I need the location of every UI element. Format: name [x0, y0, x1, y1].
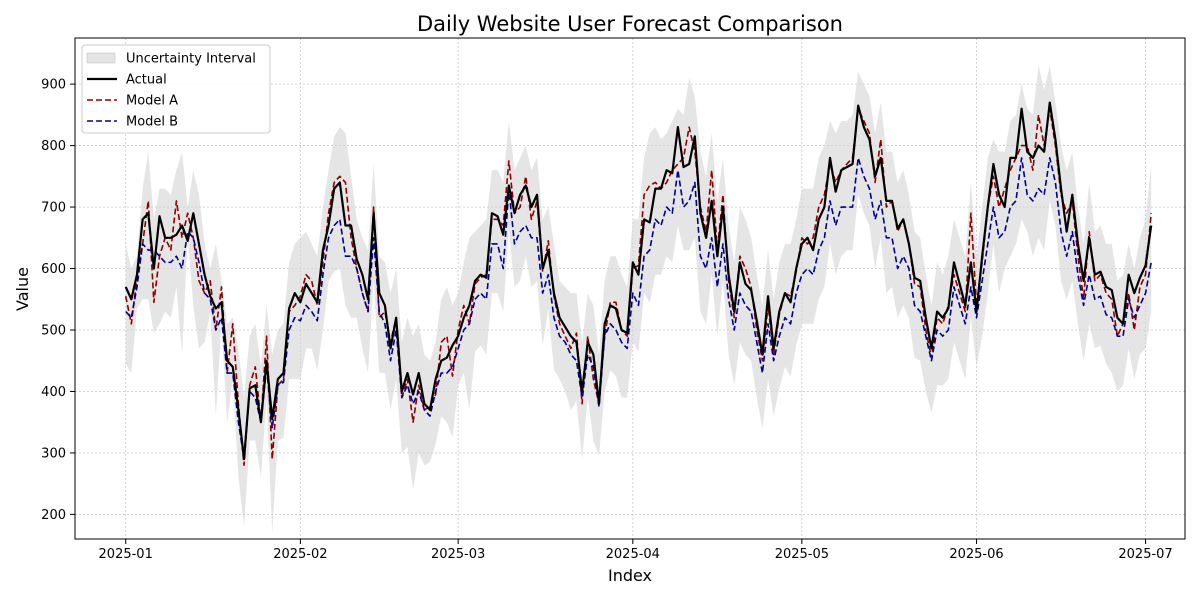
x-axis-label: Index	[608, 566, 652, 585]
x-tick-label: 2025-03	[431, 547, 485, 562]
model-b-line	[125, 157, 1152, 460]
chart-title: Daily Website User Forecast Comparison	[417, 12, 843, 36]
legend-label: Model A	[126, 94, 178, 109]
x-tick-label: 2025-04	[606, 547, 660, 562]
uncertainty-interval-band	[125, 65, 1152, 533]
plot-frame	[74, 37, 1186, 540]
y-axis-label: Value	[13, 267, 32, 311]
x-axis: 2025-01 2025-02 2025-03 2025-04 2025-05 2025-…	[99, 539, 1173, 562]
series-lines	[124, 101, 1153, 467]
legend-label: Model B	[126, 115, 178, 130]
legend-label: Actual	[126, 73, 167, 88]
x-tick-label: 2025-02	[273, 547, 327, 562]
x-tick-label: 2025-07	[1118, 547, 1172, 562]
legend-swatch	[86, 52, 116, 64]
legend: Uncertainty Interval Actual Model A Model B	[81, 44, 271, 134]
y-tick-label: 200	[41, 508, 66, 523]
legend-box	[81, 44, 271, 134]
x-tick-label: 2025-01	[99, 547, 153, 562]
y-tick-label: 900	[41, 78, 66, 93]
actual-line	[124, 101, 1153, 461]
x-tick-label: 2025-06	[949, 547, 1003, 562]
x-tick-label: 2025-05	[775, 547, 829, 562]
y-tick-label: 400	[41, 385, 66, 400]
y-tick-label: 600	[41, 262, 66, 277]
y-tick-label: 300	[41, 446, 66, 461]
y-tick-label: 700	[41, 201, 66, 216]
y-axis: 200 300 400 500 600 700 800 900	[41, 78, 75, 523]
y-tick-label: 800	[41, 139, 66, 154]
legend-label: Uncertainty Interval	[126, 52, 256, 67]
uncertainty-interval-area	[125, 65, 1152, 533]
y-tick-label: 500	[41, 323, 66, 338]
